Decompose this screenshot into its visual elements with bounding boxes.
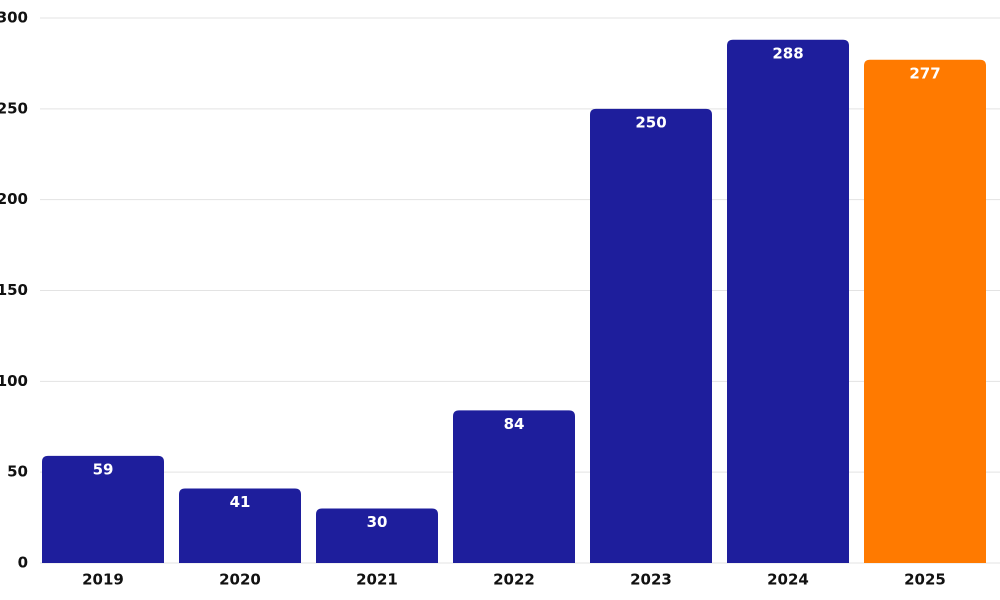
bar xyxy=(42,455,164,563)
x-tick-label: 2019 xyxy=(82,571,124,589)
bar xyxy=(727,39,849,564)
y-tick-label: 300 xyxy=(0,9,28,27)
y-tick-label: 150 xyxy=(0,281,28,299)
bar xyxy=(179,488,301,563)
value-label: 59 xyxy=(93,460,114,478)
y-tick-label: 100 xyxy=(0,372,28,390)
y-tick-label: 50 xyxy=(7,463,28,481)
bar xyxy=(590,108,712,563)
x-tick-label: 2025 xyxy=(904,571,946,589)
bar xyxy=(453,410,575,563)
x-tick-label: 2022 xyxy=(493,571,535,589)
x-tick-label: 2024 xyxy=(767,571,809,589)
bar xyxy=(316,508,438,563)
value-label: 84 xyxy=(504,415,525,433)
y-tick-label: 250 xyxy=(0,99,28,117)
x-tick-label: 2021 xyxy=(356,571,398,589)
value-label: 277 xyxy=(909,64,940,82)
y-tick-label: 0 xyxy=(18,554,28,572)
value-label: 30 xyxy=(367,513,388,531)
bar xyxy=(864,59,986,564)
x-tick-label: 2023 xyxy=(630,571,672,589)
value-label: 41 xyxy=(230,493,251,511)
value-label: 250 xyxy=(635,113,666,131)
y-tick-label: 200 xyxy=(0,190,28,208)
value-label: 288 xyxy=(772,44,803,62)
x-tick-label: 2020 xyxy=(219,571,261,589)
